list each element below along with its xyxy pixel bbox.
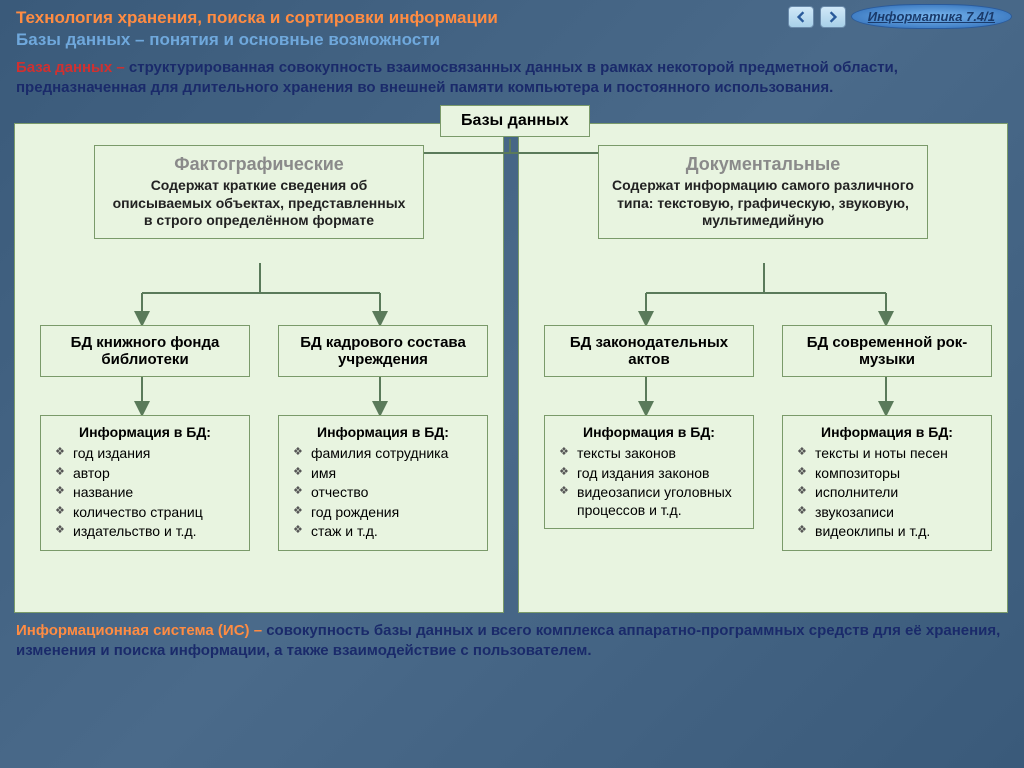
info-list: фамилия сотрудникаимяотчествогод рождени… (289, 444, 477, 542)
list-item: количество страниц (55, 503, 239, 523)
chevron-left-icon (795, 11, 807, 23)
list-item: автор (55, 464, 239, 484)
info-rock: Информация в БД: тексты и ноты песенкомп… (782, 415, 992, 551)
list-item: издательство и т.д. (55, 522, 239, 542)
list-item: тексты законов (559, 444, 743, 464)
sub-rock: БД современной рок-музыки (782, 325, 992, 377)
list-item: видеоклипы и т.д. (797, 522, 981, 542)
cat-title: Документальные (611, 154, 915, 175)
def2-term: Информационная система (ИС) – (16, 622, 266, 639)
chevron-right-icon (827, 11, 839, 23)
info-list: тексты законовгод издания законоввидеоза… (555, 444, 743, 520)
sub-hr: БД кадрового состава учреждения (278, 325, 488, 377)
slide-title-2: Базы данных – понятия и основные возможн… (16, 30, 1008, 50)
info-library: Информация в БД: год изданияавторназвани… (40, 415, 250, 551)
info-title: Информация в БД: (51, 424, 239, 440)
list-item: имя (293, 464, 477, 484)
list-item: год рождения (293, 503, 477, 523)
diagram: Базы данных Фактографические Содержат кр… (10, 105, 1014, 615)
list-item: год издания законов (559, 464, 743, 484)
info-title: Информация в БД: (289, 424, 477, 440)
cat-desc: Содержат краткие сведения об описываемых… (107, 177, 411, 230)
next-button[interactable] (820, 6, 846, 28)
prev-button[interactable] (788, 6, 814, 28)
info-title: Информация в БД: (555, 424, 743, 440)
definition-db: База данных – структурированная совокупн… (0, 54, 1024, 105)
list-item: год издания (55, 444, 239, 464)
info-title: Информация в БД: (793, 424, 981, 440)
cat-desc: Содержат информацию самого различного ти… (611, 177, 915, 230)
list-item: название (55, 483, 239, 503)
sub-library: БД книжного фонда библиотеки (40, 325, 250, 377)
list-item: тексты и ноты песен (797, 444, 981, 464)
root-node: Базы данных (440, 105, 590, 137)
list-item: фамилия сотрудника (293, 444, 477, 464)
list-item: видеозаписи уголовных процессов и т.д. (559, 483, 743, 520)
info-list: тексты и ноты песенкомпозиторыисполнител… (793, 444, 981, 542)
info-hr: Информация в БД: фамилия сотрудникаимяот… (278, 415, 488, 551)
list-item: композиторы (797, 464, 981, 484)
list-item: стаж и т.д. (293, 522, 477, 542)
cat-title: Фактографические (107, 154, 411, 175)
list-item: звукозаписи (797, 503, 981, 523)
category-documentary: Документальные Содержат информацию самог… (598, 145, 928, 239)
info-list: год изданияавторназваниеколичество стран… (51, 444, 239, 542)
def-body: структурированная совокупность взаимосвя… (16, 59, 898, 96)
course-badge[interactable]: Информатика 7.4/1 (851, 4, 1012, 29)
list-item: отчество (293, 483, 477, 503)
definition-is: Информационная система (ИС) – совокупнос… (0, 615, 1024, 672)
def-term: База данных – (16, 59, 129, 76)
info-laws: Информация в БД: тексты законовгод издан… (544, 415, 754, 529)
sub-laws: БД законодательных актов (544, 325, 754, 377)
category-factographic: Фактографические Содержат краткие сведен… (94, 145, 424, 239)
list-item: исполнители (797, 483, 981, 503)
